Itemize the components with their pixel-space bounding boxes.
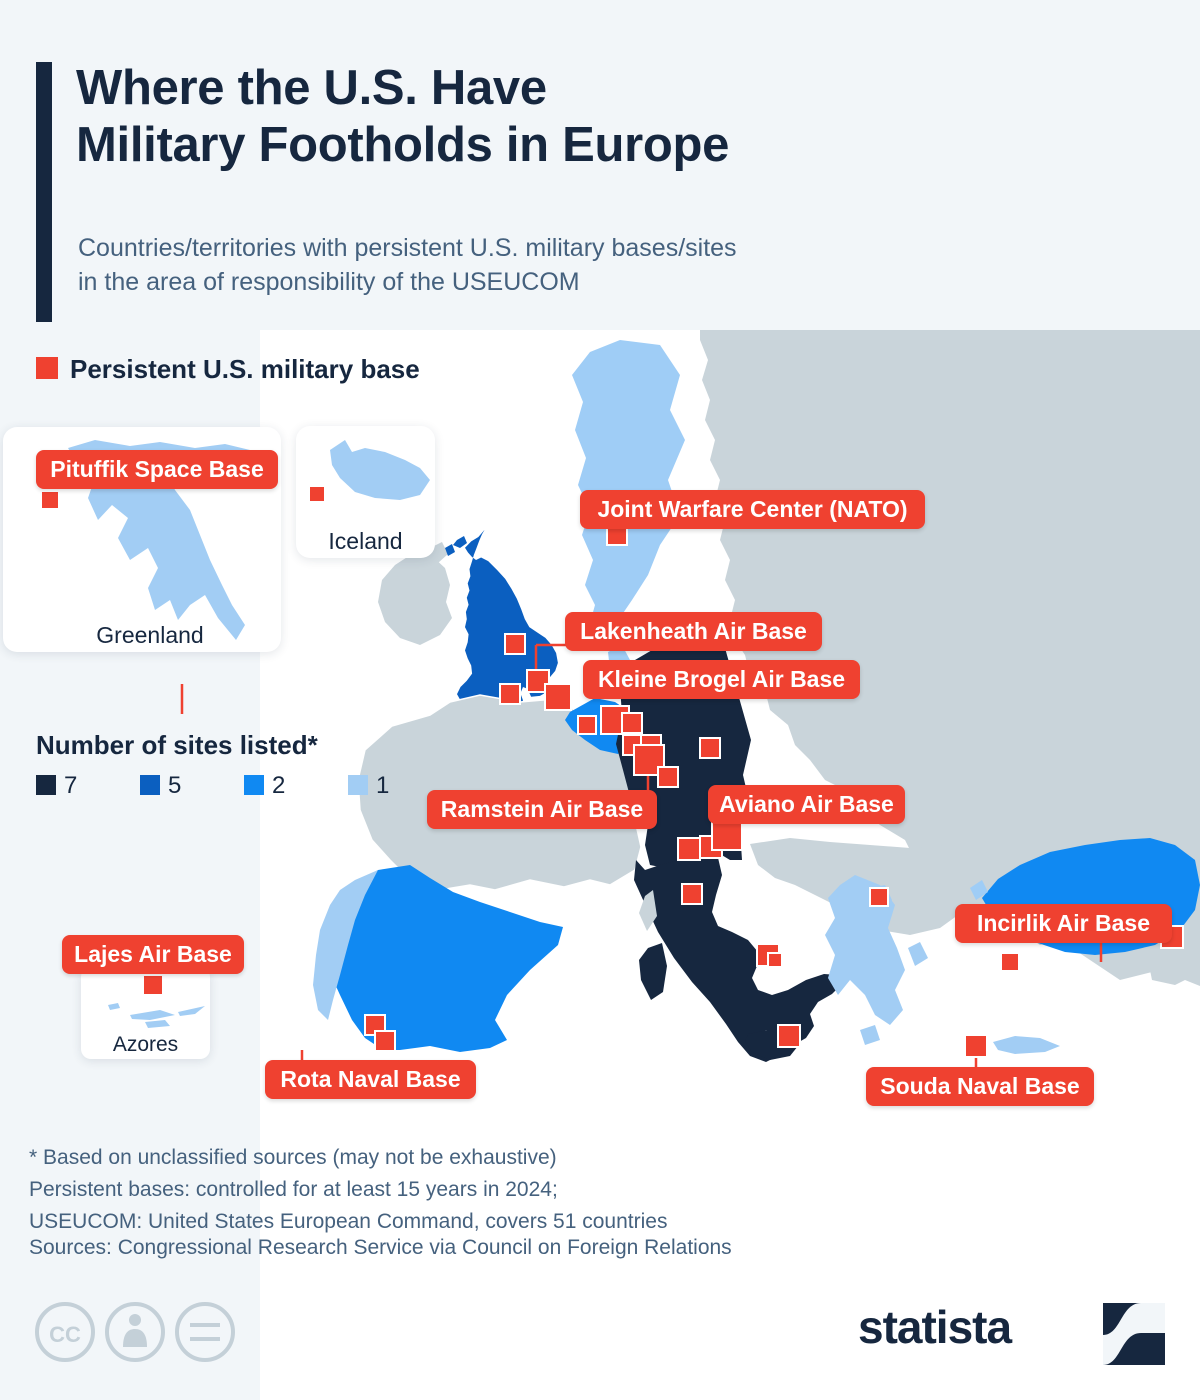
svg-text:CC: CC bbox=[49, 1322, 81, 1347]
